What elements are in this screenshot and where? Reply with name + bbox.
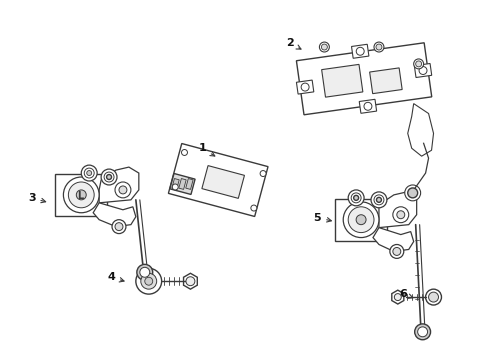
Circle shape bbox=[76, 190, 86, 200]
Polygon shape bbox=[55, 174, 107, 216]
Circle shape bbox=[405, 185, 420, 201]
Circle shape bbox=[429, 292, 439, 302]
Circle shape bbox=[374, 42, 384, 52]
Text: 4: 4 bbox=[107, 272, 124, 282]
Circle shape bbox=[321, 44, 327, 50]
Circle shape bbox=[390, 244, 404, 258]
Text: 2: 2 bbox=[286, 38, 301, 49]
Circle shape bbox=[260, 171, 266, 176]
Circle shape bbox=[319, 42, 329, 52]
Polygon shape bbox=[170, 174, 195, 194]
Circle shape bbox=[426, 289, 441, 305]
Circle shape bbox=[356, 215, 366, 225]
Circle shape bbox=[376, 197, 381, 202]
Polygon shape bbox=[184, 273, 197, 289]
Circle shape bbox=[84, 168, 94, 178]
Circle shape bbox=[415, 324, 431, 340]
Circle shape bbox=[371, 192, 387, 208]
Polygon shape bbox=[359, 99, 377, 113]
Circle shape bbox=[376, 44, 382, 50]
Circle shape bbox=[419, 67, 427, 75]
Circle shape bbox=[101, 169, 117, 185]
Polygon shape bbox=[335, 199, 387, 240]
Circle shape bbox=[112, 220, 126, 234]
Polygon shape bbox=[369, 68, 402, 94]
Circle shape bbox=[181, 149, 188, 156]
Circle shape bbox=[364, 102, 372, 110]
Circle shape bbox=[140, 267, 150, 277]
Circle shape bbox=[63, 177, 99, 213]
Circle shape bbox=[87, 171, 92, 176]
Polygon shape bbox=[99, 167, 139, 203]
Circle shape bbox=[172, 184, 178, 190]
Circle shape bbox=[115, 223, 123, 231]
Circle shape bbox=[186, 277, 195, 286]
Circle shape bbox=[343, 202, 379, 238]
Circle shape bbox=[119, 186, 127, 194]
Circle shape bbox=[115, 182, 131, 198]
Polygon shape bbox=[415, 63, 432, 77]
Polygon shape bbox=[321, 64, 363, 97]
Polygon shape bbox=[351, 44, 369, 58]
Circle shape bbox=[348, 207, 374, 233]
Circle shape bbox=[356, 47, 364, 55]
Circle shape bbox=[393, 207, 409, 223]
Polygon shape bbox=[296, 43, 432, 115]
Circle shape bbox=[104, 172, 114, 182]
Circle shape bbox=[393, 247, 401, 255]
Polygon shape bbox=[373, 228, 414, 251]
Text: L: L bbox=[77, 191, 83, 201]
Polygon shape bbox=[169, 144, 268, 216]
Circle shape bbox=[348, 190, 364, 206]
Circle shape bbox=[136, 268, 162, 294]
Text: 5: 5 bbox=[314, 213, 331, 223]
Polygon shape bbox=[93, 203, 136, 227]
Text: 3: 3 bbox=[28, 193, 46, 203]
Circle shape bbox=[301, 83, 309, 91]
Circle shape bbox=[408, 188, 417, 198]
Circle shape bbox=[417, 327, 428, 337]
Polygon shape bbox=[408, 104, 434, 156]
Circle shape bbox=[374, 195, 384, 205]
Circle shape bbox=[145, 277, 153, 285]
Polygon shape bbox=[379, 192, 416, 228]
Polygon shape bbox=[172, 179, 179, 189]
Circle shape bbox=[394, 294, 401, 301]
Polygon shape bbox=[179, 179, 186, 189]
Circle shape bbox=[81, 165, 97, 181]
Circle shape bbox=[351, 193, 361, 203]
Circle shape bbox=[414, 59, 424, 69]
Text: 6: 6 bbox=[399, 289, 413, 299]
Circle shape bbox=[141, 273, 157, 289]
Circle shape bbox=[107, 175, 112, 180]
Polygon shape bbox=[186, 179, 193, 189]
Circle shape bbox=[137, 264, 153, 280]
Text: 1: 1 bbox=[198, 143, 215, 156]
Polygon shape bbox=[202, 166, 245, 198]
Circle shape bbox=[69, 182, 94, 208]
Polygon shape bbox=[296, 80, 314, 94]
Circle shape bbox=[397, 211, 405, 219]
Circle shape bbox=[251, 205, 257, 211]
Polygon shape bbox=[392, 290, 404, 304]
Circle shape bbox=[354, 195, 359, 201]
Circle shape bbox=[416, 61, 421, 67]
